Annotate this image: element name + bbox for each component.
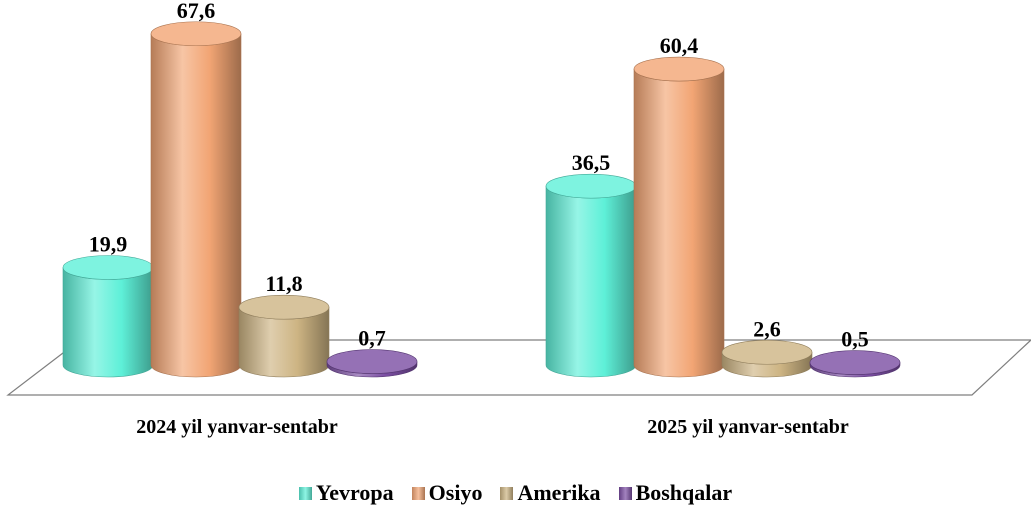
- category-label-2025: 2025 yil yanvar-sentabr: [647, 416, 849, 438]
- data-label-yevropa-2025: 36,5: [572, 150, 611, 175]
- data-label-amerika-2025: 2,6: [753, 316, 781, 341]
- bar-top-amerika-2024: [238, 294, 330, 320]
- bar-top-osiyo-2025: [633, 56, 725, 82]
- legend: Yevropa Osiyo Amerika Boshqalar: [0, 480, 1031, 506]
- bar-top-osiyo-2024: [150, 21, 242, 47]
- legend-label-amerika: Amerika: [517, 480, 601, 505]
- data-label-yevropa-2024: 19,9: [89, 231, 128, 256]
- legend-swatch-yevropa: [298, 486, 312, 500]
- data-label-osiyo-2024: 67,6: [177, 0, 216, 23]
- legend-label-yevropa: Yevropa: [315, 480, 394, 505]
- legend-label-osiyo: Osiyo: [428, 480, 483, 505]
- bar-yevropa-2024: [62, 267, 154, 378]
- bar-top-yevropa-2024: [62, 255, 154, 280]
- legend-swatch-amerika: [500, 486, 514, 500]
- legend-item-boshqalar: Boshqalar: [618, 480, 733, 506]
- data-label-boshqalar-2024: 0,7: [358, 326, 386, 351]
- data-label-amerika-2024: 11,8: [265, 271, 302, 296]
- bar-top-boshqalar-2025: [809, 350, 901, 375]
- legend-swatch-boshqalar: [618, 486, 632, 500]
- bar-top-boshqalar-2024: [326, 349, 418, 374]
- legend-item-osiyo: Osiyo: [411, 480, 483, 506]
- legend-item-yevropa: Yevropa: [298, 480, 394, 506]
- legend-swatch-osiyo: [411, 486, 425, 500]
- bar-top-amerika-2025: [721, 339, 813, 365]
- bar-osiyo-2025: [633, 69, 725, 378]
- bar-osiyo-2024: [150, 33, 242, 378]
- category-label-2024: 2024 yil yanvar-sentabr: [136, 416, 338, 438]
- data-label-boshqalar-2025: 0,5: [841, 327, 869, 352]
- data-label-osiyo-2025: 60,4: [660, 33, 699, 58]
- bar-top-yevropa-2025: [545, 173, 637, 199]
- legend-label-boshqalar: Boshqalar: [635, 480, 733, 505]
- bar-yevropa-2025: [545, 186, 637, 378]
- legend-item-amerika: Amerika: [500, 480, 601, 506]
